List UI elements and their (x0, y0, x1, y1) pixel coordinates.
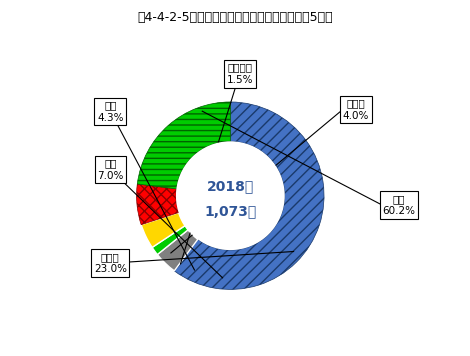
Wedge shape (137, 102, 230, 189)
Text: 1,073億: 1,073億 (204, 204, 257, 218)
Wedge shape (152, 226, 188, 255)
Text: 韓国
4.3%: 韓国 4.3% (97, 100, 124, 122)
Text: 中国
7.0%: 中国 7.0% (97, 158, 124, 180)
Text: フランス
1.5%: フランス 1.5% (227, 63, 253, 85)
Wedge shape (137, 184, 179, 225)
Text: その他
4.0%: その他 4.0% (343, 98, 369, 121)
Text: ドイツ
23.0%: ドイツ 23.0% (94, 252, 127, 274)
Wedge shape (157, 230, 198, 271)
Wedge shape (141, 213, 185, 247)
Text: 図4-4-2-5　画像診断システムの輸入金額上位5か国: 図4-4-2-5 画像診断システムの輸入金額上位5か国 (137, 11, 333, 24)
Text: 2018年: 2018年 (207, 179, 254, 193)
Circle shape (176, 141, 285, 250)
Text: 米国
60.2%: 米国 60.2% (382, 194, 415, 216)
Wedge shape (174, 102, 324, 289)
